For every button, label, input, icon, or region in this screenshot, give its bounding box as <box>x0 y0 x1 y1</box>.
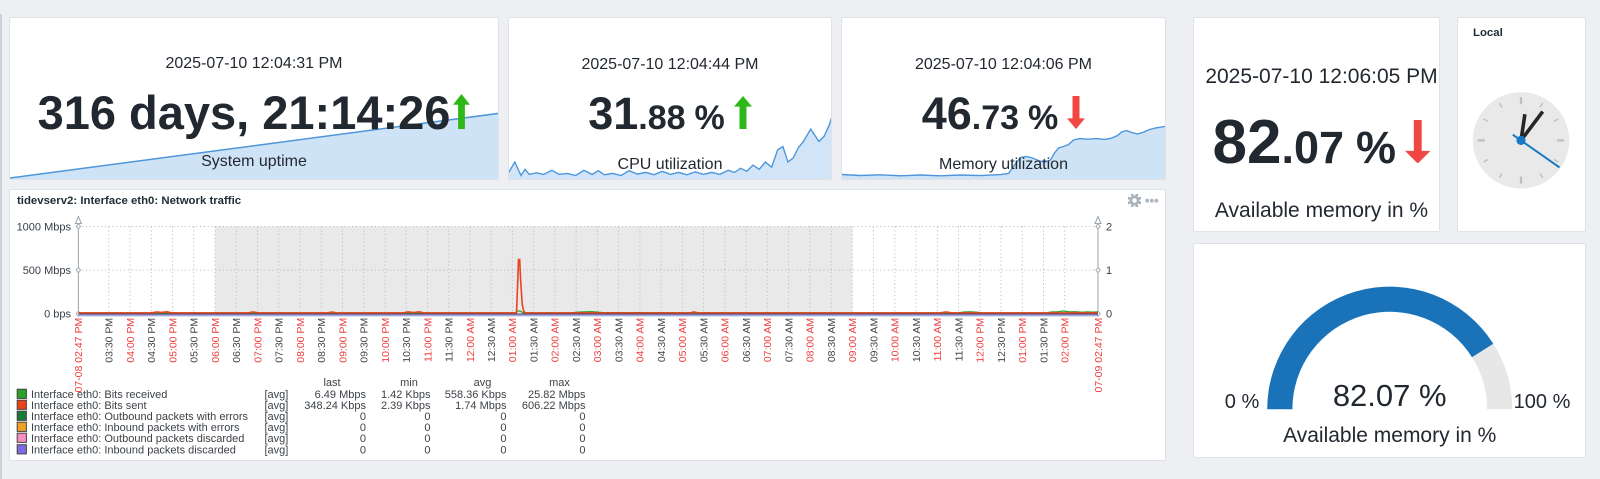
svg-text:0: 0 <box>579 422 585 434</box>
svg-text:0: 0 <box>424 411 430 423</box>
svg-text:Interface eth0: Inbound packet: Interface eth0: Inbound packets discarde… <box>31 444 236 456</box>
svg-text:0: 0 <box>500 433 506 445</box>
svg-text:[avg]: [avg] <box>265 389 289 401</box>
svg-text:07:00 AM: 07:00 AM <box>762 318 774 362</box>
svg-text:03:00 AM: 03:00 AM <box>592 318 604 362</box>
svg-text:09:00 AM: 09:00 AM <box>847 318 859 362</box>
svg-text:03:30 AM: 03:30 AM <box>613 318 625 362</box>
svg-text:08:00 AM: 08:00 AM <box>805 318 817 362</box>
svg-text:02:00 AM: 02:00 AM <box>550 318 562 362</box>
svg-text:05:30 PM: 05:30 PM <box>189 318 201 363</box>
svg-text:Available memory in %: Available memory in % <box>1283 424 1496 447</box>
svg-text:02:30 AM: 02:30 AM <box>571 318 583 362</box>
svg-text:0: 0 <box>424 433 430 445</box>
svg-text:01:00 PM: 01:00 PM <box>1017 318 1029 363</box>
svg-text:Interface eth0: Outbound packe: Interface eth0: Outbound packets discard… <box>31 433 244 445</box>
svg-text:12:30 PM: 12:30 PM <box>996 318 1008 363</box>
svg-text:07:30 AM: 07:30 AM <box>783 318 795 362</box>
svg-text:10:30 AM: 10:30 AM <box>911 318 923 362</box>
svg-text:0: 0 <box>579 433 585 445</box>
svg-text:12:00 AM: 12:00 AM <box>465 318 477 362</box>
svg-text:[avg]: [avg] <box>265 400 289 412</box>
svg-text:12:00 PM: 12:00 PM <box>975 318 987 363</box>
svg-text:12:30 AM: 12:30 AM <box>486 318 498 362</box>
svg-text:08:30 AM: 08:30 AM <box>826 318 838 362</box>
svg-text:01:30 PM: 01:30 PM <box>1038 318 1050 363</box>
svg-text:10:30 PM: 10:30 PM <box>401 318 413 363</box>
svg-text:348.24 Kbps: 348.24 Kbps <box>304 400 366 412</box>
svg-text:[avg]: [avg] <box>265 422 289 434</box>
svg-text:06:30 PM: 06:30 PM <box>231 318 243 363</box>
svg-text:04:30 PM: 04:30 PM <box>146 318 158 363</box>
svg-text:Interface eth0: Bits sent: Interface eth0: Bits sent <box>31 400 147 412</box>
svg-text:01:30 AM: 01:30 AM <box>529 318 541 362</box>
svg-text:0: 0 <box>360 411 366 423</box>
svg-text:0: 0 <box>579 411 585 423</box>
svg-text:03:30 PM: 03:30 PM <box>104 318 116 363</box>
svg-text:04:00 PM: 04:00 PM <box>125 318 137 363</box>
svg-text:0: 0 <box>1106 309 1112 321</box>
svg-text:82.07 %: 82.07 % <box>1333 378 1447 413</box>
svg-text:0: 0 <box>500 411 506 423</box>
svg-text:1.42 Kbps: 1.42 Kbps <box>381 389 431 401</box>
svg-text:07:00 PM: 07:00 PM <box>252 318 264 363</box>
svg-text:07-08 02:47 PM: 07-08 02:47 PM <box>73 318 85 393</box>
svg-text:[avg]: [avg] <box>265 433 289 445</box>
svg-text:08:00 PM: 08:00 PM <box>295 318 307 363</box>
svg-text:Interface eth0: Inbound packet: Interface eth0: Inbound packets with err… <box>31 422 240 434</box>
svg-text:02:00 PM: 02:00 PM <box>1060 318 1072 363</box>
svg-text:11:00 AM: 11:00 AM <box>932 318 944 362</box>
svg-text:2.39 Kbps: 2.39 Kbps <box>381 400 431 412</box>
svg-text:05:00 PM: 05:00 PM <box>167 318 179 363</box>
svg-text:25.82 Mbps: 25.82 Mbps <box>528 389 586 401</box>
svg-text:04:00 AM: 04:00 AM <box>635 318 647 362</box>
svg-text:0: 0 <box>424 422 430 434</box>
svg-text:10:00 AM: 10:00 AM <box>890 318 902 362</box>
svg-text:558.36 Kbps: 558.36 Kbps <box>445 389 507 401</box>
svg-text:0: 0 <box>579 444 585 456</box>
svg-text:1000 Mbps: 1000 Mbps <box>17 221 72 233</box>
svg-text:10:00 PM: 10:00 PM <box>380 318 392 363</box>
svg-text:1.74 Mbps: 1.74 Mbps <box>455 400 507 412</box>
svg-text:[avg]: [avg] <box>265 411 289 423</box>
svg-text:11:30 PM: 11:30 PM <box>444 318 456 362</box>
svg-text:04:30 AM: 04:30 AM <box>656 318 668 362</box>
svg-text:Interface eth0: Bits received: Interface eth0: Bits received <box>31 389 167 401</box>
svg-text:0: 0 <box>500 444 506 456</box>
svg-text:09:00 PM: 09:00 PM <box>337 318 349 363</box>
svg-text:1: 1 <box>1106 265 1112 277</box>
svg-text:500 Mbps: 500 Mbps <box>23 265 72 277</box>
svg-text:0: 0 <box>360 422 366 434</box>
svg-text:min: min <box>400 377 418 389</box>
svg-text:06:00 AM: 06:00 AM <box>720 318 732 362</box>
svg-text:06:00 PM: 06:00 PM <box>210 318 222 363</box>
svg-text:09:30 AM: 09:30 AM <box>868 318 880 362</box>
svg-text:0: 0 <box>360 444 366 456</box>
svg-text:05:00 AM: 05:00 AM <box>677 318 689 362</box>
svg-text:Interface eth0: Outbound packe: Interface eth0: Outbound packets with er… <box>31 411 249 423</box>
svg-text:0: 0 <box>424 444 430 456</box>
svg-text:100 %: 100 % <box>1514 391 1571 413</box>
svg-text:05:30 AM: 05:30 AM <box>698 318 710 362</box>
svg-text:11:00 PM: 11:00 PM <box>422 318 434 362</box>
svg-text:6.49 Mbps: 6.49 Mbps <box>315 389 367 401</box>
svg-text:0 bps: 0 bps <box>44 309 71 321</box>
svg-text:avg: avg <box>474 377 492 389</box>
svg-text:last: last <box>323 377 340 389</box>
svg-text:2: 2 <box>1106 221 1112 233</box>
svg-text:606.22 Mbps: 606.22 Mbps <box>522 400 586 412</box>
svg-text:07:30 PM: 07:30 PM <box>274 318 286 363</box>
svg-text:0: 0 <box>360 433 366 445</box>
svg-text:11:30 AM: 11:30 AM <box>953 318 965 362</box>
svg-text:0 %: 0 % <box>1225 391 1260 413</box>
svg-text:max: max <box>549 377 570 389</box>
svg-text:01:00 AM: 01:00 AM <box>507 318 519 362</box>
svg-text:08:30 PM: 08:30 PM <box>316 318 328 363</box>
svg-text:06:30 AM: 06:30 AM <box>741 318 753 362</box>
svg-text:09:30 PM: 09:30 PM <box>359 318 371 363</box>
svg-text:07-09 02:47 PM: 07-09 02:47 PM <box>1093 318 1105 393</box>
svg-text:[avg]: [avg] <box>265 444 289 456</box>
svg-text:0: 0 <box>500 422 506 434</box>
